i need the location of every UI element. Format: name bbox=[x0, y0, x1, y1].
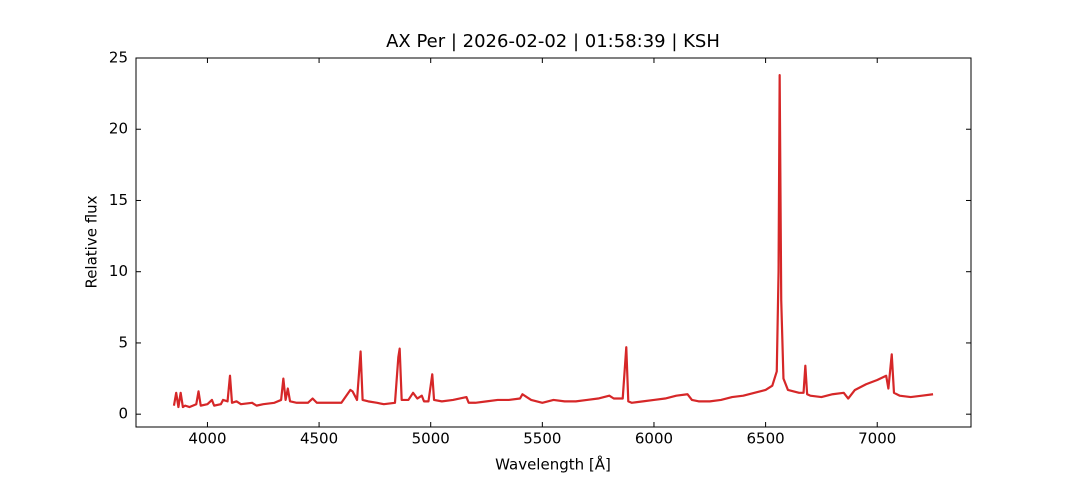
y-axis-label: Relative flux bbox=[83, 195, 101, 288]
x-tick-label: 7000 bbox=[858, 430, 896, 448]
x-tick-label: 5500 bbox=[523, 430, 561, 448]
x-tick-label: 6500 bbox=[747, 430, 785, 448]
y-tick-label: 0 bbox=[118, 405, 128, 423]
plot-frame bbox=[135, 57, 972, 428]
x-tick-label: 5000 bbox=[412, 430, 450, 448]
y-tick-label: 10 bbox=[109, 262, 128, 280]
y-tick-label: 20 bbox=[109, 120, 128, 138]
y-tick-label: 15 bbox=[109, 191, 128, 209]
x-tick-label: 4500 bbox=[300, 430, 338, 448]
chart-title: AX Per | 2026-02-02 | 01:58:39 | KSH bbox=[386, 31, 720, 52]
spectrum-line bbox=[172, 74, 934, 409]
y-tick-label: 5 bbox=[118, 333, 128, 351]
x-tick-label: 6000 bbox=[635, 430, 673, 448]
x-tick-label: 4000 bbox=[188, 430, 226, 448]
x-axis-label: Wavelength [Å] bbox=[495, 455, 611, 474]
y-tick-label: 25 bbox=[109, 49, 128, 67]
